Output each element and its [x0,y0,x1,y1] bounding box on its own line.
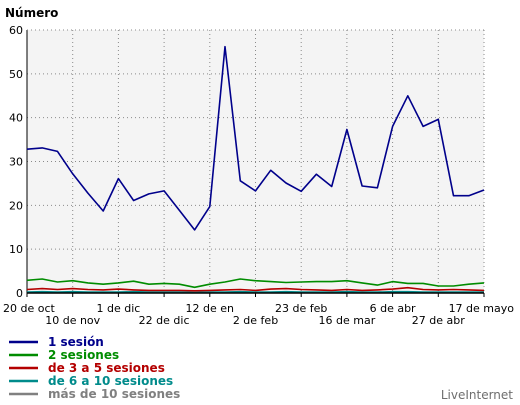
y-tick-label: 40 [9,112,23,125]
chart-title: Número [5,6,58,20]
x-tick-label: 27 de abr [412,314,465,327]
x-tick-label: 2 de feb [233,314,278,327]
x-tick-label: 17 de mayo [449,302,515,315]
y-tick-label: 30 [9,156,23,169]
x-tick-label: 10 de nov [45,314,100,327]
x-tick-label: 1 de dic [96,302,140,315]
legend-label: 1 sesión [48,335,104,349]
x-tick-label: 22 de dic [139,314,190,327]
legend-label: 2 sesiones [48,348,119,362]
y-tick-label: 60 [9,24,23,37]
x-tick-label: 16 de mar [319,314,376,327]
legend-label: más de 10 sesiones [48,387,180,401]
series-line [26,45,485,231]
y-tick-label: 0 [16,287,23,300]
x-tick-label: 23 de feb [275,302,327,315]
y-tick-label: 10 [9,243,23,256]
brand-label: LiveInternet [441,388,513,402]
y-tick-label: 20 [9,199,23,212]
series-line [26,286,485,292]
series-line [26,278,485,289]
x-tick-label: 6 de abr [370,302,416,315]
y-tick-label: 50 [9,68,23,81]
legend-label: de 6 a 10 sesiones [48,374,173,388]
x-tick-label: 20 de oct [3,302,56,315]
x-tick-label: 12 de en [186,302,235,315]
legend-label: de 3 a 5 sesiones [48,361,165,375]
series-line [26,290,484,294]
